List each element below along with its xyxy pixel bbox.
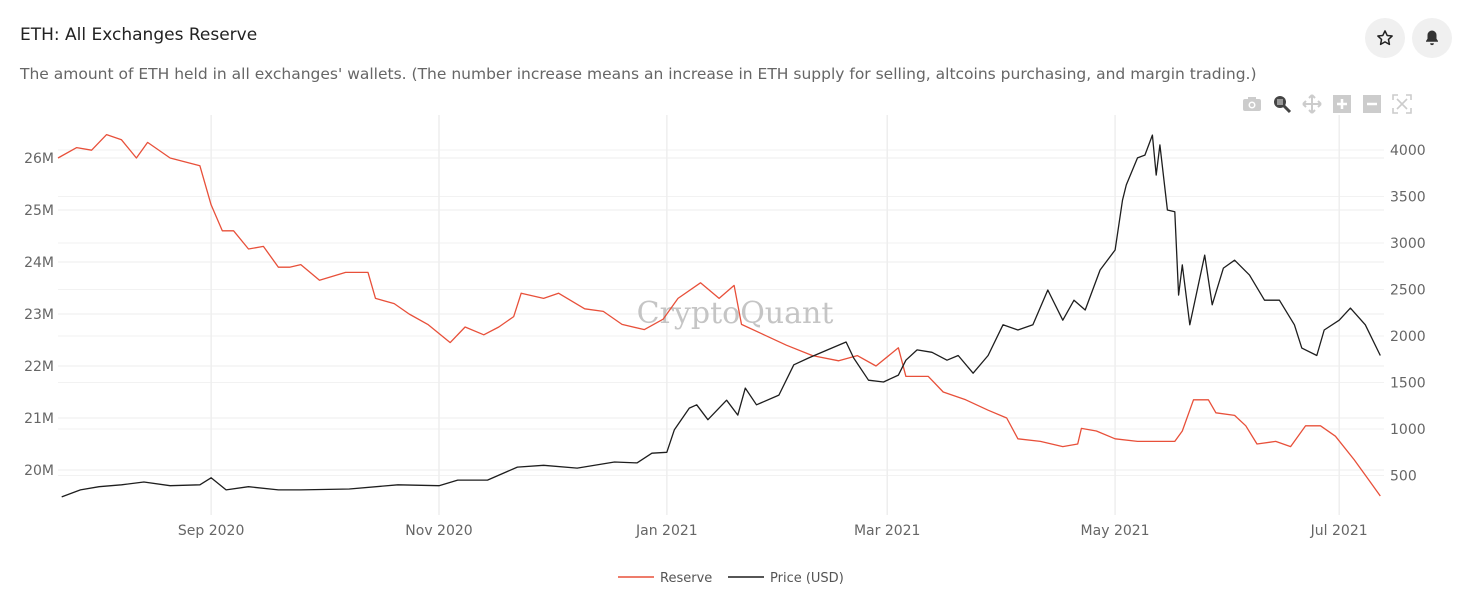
page-title: ETH: All Exchanges Reserve [20, 25, 258, 45]
x-tick-label: Jul 2021 [1310, 523, 1368, 539]
y-left-tick-label: 26M [24, 151, 54, 167]
watermark: CryptoQuant [637, 296, 834, 331]
x-tick-label: May 2021 [1081, 523, 1150, 539]
x-tick-label: Nov 2020 [405, 523, 472, 539]
legend: Reserve Price (USD) [618, 571, 844, 586]
star-icon [1377, 30, 1393, 46]
pan-icon[interactable] [1302, 94, 1322, 114]
y-right-tick-label: 500 [1390, 469, 1417, 485]
y-right-tick-label: 4000 [1390, 143, 1426, 159]
y-left-tick-label: 25M [24, 203, 54, 219]
chart-toolbar [1242, 94, 1412, 114]
alert-button[interactable] [1412, 18, 1452, 58]
autoscale-icon[interactable] [1392, 94, 1412, 114]
series-line-reserve [57, 133, 1381, 497]
y-right-tick-label: 2500 [1390, 283, 1426, 299]
series-line-price [61, 134, 1381, 498]
y-right-tick-label: 3500 [1390, 190, 1426, 206]
x-tick-label: Jan 2021 [635, 523, 698, 539]
zoom-out-icon[interactable] [1362, 94, 1382, 114]
y-left-tick-label: 21M [24, 411, 54, 427]
camera-icon[interactable] [1242, 94, 1262, 114]
x-tick-label: Sep 2020 [178, 523, 244, 539]
y-right-tick-label: 1500 [1390, 376, 1426, 392]
x-tick-label: Mar 2021 [854, 523, 921, 539]
y-right-tick-label: 2000 [1390, 329, 1426, 345]
legend-label: Reserve [660, 571, 712, 586]
y-right-tick-label: 1000 [1390, 422, 1426, 438]
zoom-in-icon[interactable] [1332, 94, 1352, 114]
y-left-tick-label: 20M [24, 463, 54, 479]
y-left-tick-label: 23M [24, 307, 54, 323]
zoom-icon[interactable] [1272, 94, 1292, 114]
favorite-button[interactable] [1365, 18, 1405, 58]
legend-label: Price (USD) [770, 571, 844, 586]
y-left-tick-label: 22M [24, 359, 54, 375]
y-right-tick-label: 3000 [1390, 236, 1426, 252]
page-subtitle: The amount of ETH held in all exchanges'… [20, 65, 1257, 83]
bell-icon [1426, 30, 1438, 46]
y-left-tick-label: 24M [24, 255, 54, 271]
